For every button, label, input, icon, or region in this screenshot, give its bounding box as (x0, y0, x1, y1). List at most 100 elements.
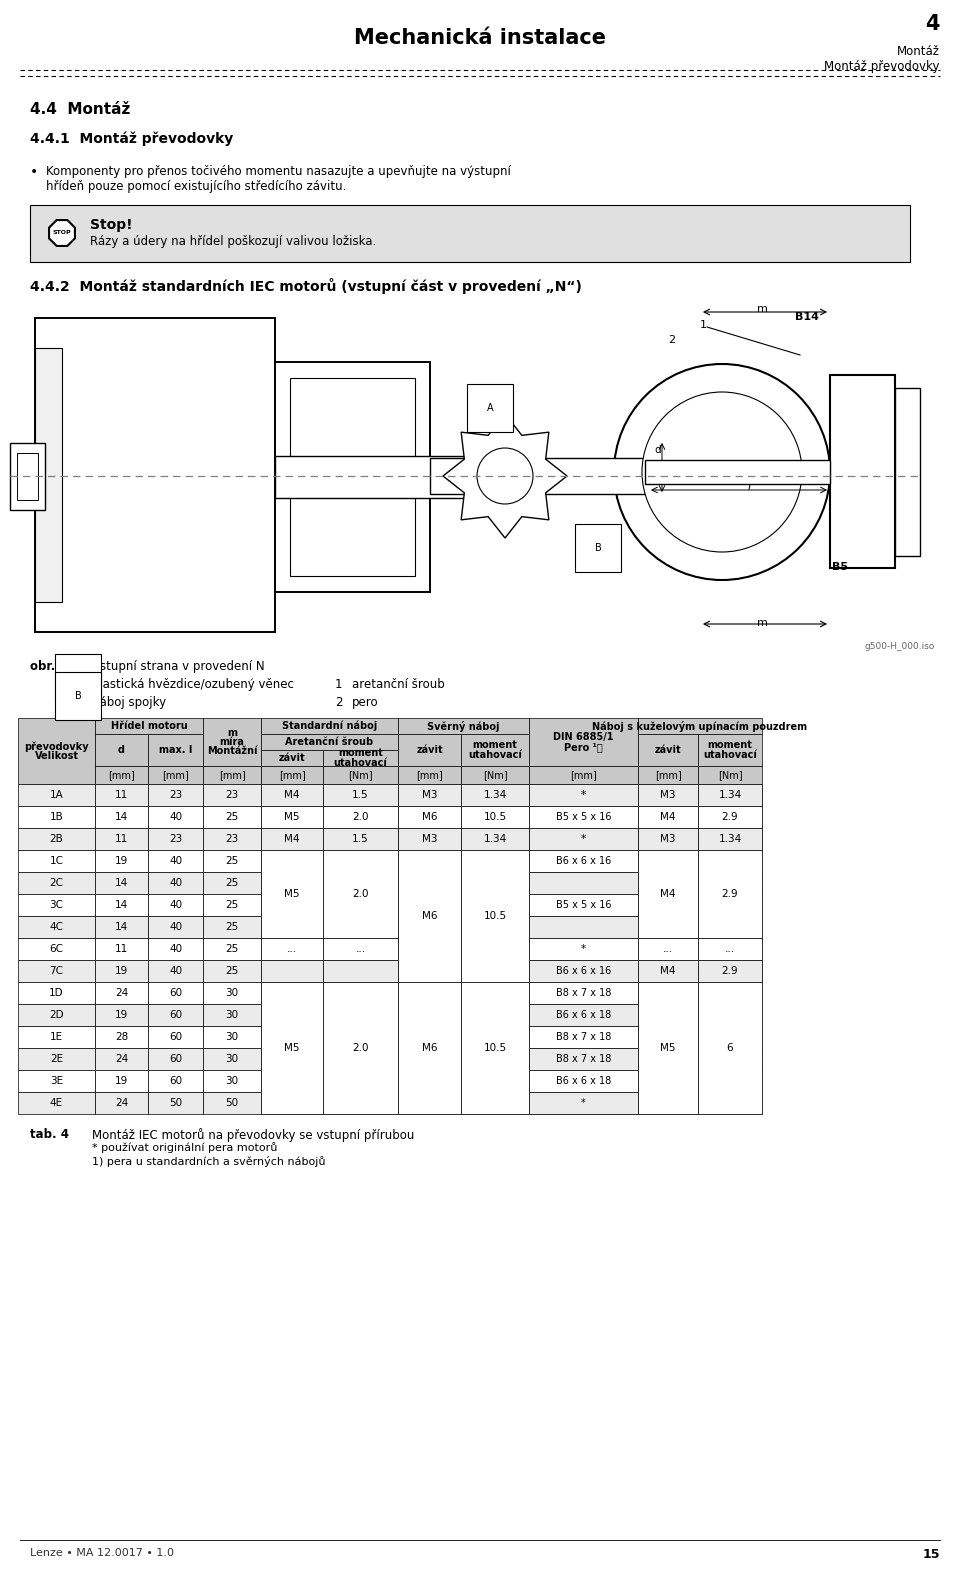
Text: 11: 11 (115, 944, 128, 955)
Text: tab. 4: tab. 4 (30, 1127, 69, 1141)
Bar (638, 893, 698, 915)
Bar (148, 1003, 203, 1027)
Text: 1.34: 1.34 (484, 790, 507, 801)
Text: M3: M3 (421, 790, 437, 801)
Text: Montáž IEC motorů na převodovky se vstupní přírubou: Montáž IEC motorů na převodovky se vstup… (92, 1127, 415, 1141)
Bar (18, 1027, 95, 1049)
Circle shape (642, 392, 802, 553)
Text: 19: 19 (115, 856, 128, 867)
Text: B5: B5 (832, 562, 848, 571)
Text: 40: 40 (169, 878, 182, 889)
Bar (323, 849, 398, 937)
Bar (203, 849, 261, 871)
Bar (461, 1049, 529, 1071)
Text: *: * (581, 944, 586, 955)
Text: ...: ... (663, 944, 673, 955)
Bar (398, 735, 461, 766)
Bar (529, 981, 638, 1003)
Bar (18, 849, 95, 871)
Bar (95, 893, 148, 915)
Bar (203, 766, 261, 783)
Bar (638, 827, 698, 849)
Text: 40: 40 (169, 812, 182, 823)
Text: M4: M4 (284, 834, 300, 845)
Text: 1.34: 1.34 (718, 790, 742, 801)
Bar (148, 1093, 203, 1115)
Bar (638, 1003, 698, 1027)
Bar (18, 959, 95, 981)
Bar (398, 1093, 461, 1115)
Bar (95, 1003, 148, 1027)
Bar (261, 1093, 323, 1115)
Text: M3: M3 (421, 834, 437, 845)
Bar (148, 893, 203, 915)
Text: 14: 14 (115, 922, 128, 933)
Bar (638, 783, 698, 805)
Text: *: * (581, 1097, 586, 1108)
Bar (638, 827, 698, 849)
Bar (261, 849, 323, 937)
Bar (698, 1071, 762, 1093)
Bar (95, 915, 148, 937)
Bar (18, 1003, 95, 1027)
Text: 19: 19 (115, 1075, 128, 1086)
Bar (698, 937, 762, 959)
Text: 25: 25 (226, 856, 239, 867)
Text: [mm]: [mm] (162, 769, 189, 780)
Bar (323, 1049, 398, 1071)
Text: utahovací: utahovací (333, 758, 388, 768)
Bar (95, 766, 148, 783)
Bar (529, 827, 638, 849)
Bar (203, 1003, 261, 1027)
Bar (17, 454, 38, 499)
Text: 2.0: 2.0 (352, 1042, 369, 1053)
Text: 15: 15 (923, 1548, 940, 1561)
Polygon shape (49, 220, 75, 246)
Bar (698, 783, 762, 805)
Text: 10.5: 10.5 (484, 1042, 507, 1053)
Bar (638, 915, 698, 937)
Text: m: m (756, 619, 767, 628)
Text: M5: M5 (284, 1042, 300, 1053)
Bar (18, 893, 95, 915)
Bar (638, 805, 698, 827)
Bar (15, 295, 945, 650)
Bar (461, 805, 529, 827)
Bar (638, 1071, 698, 1093)
Text: 40: 40 (169, 944, 182, 955)
Bar (203, 717, 261, 766)
Bar (461, 915, 529, 937)
Bar (461, 849, 529, 981)
Text: 25: 25 (226, 812, 239, 823)
Bar (18, 1049, 95, 1071)
Bar (461, 1027, 529, 1049)
Bar (148, 766, 203, 783)
Bar (203, 1071, 261, 1093)
Bar (398, 849, 461, 871)
Bar (203, 783, 261, 805)
Text: 19: 19 (115, 966, 128, 977)
Text: 24: 24 (115, 988, 128, 999)
Text: 2: 2 (668, 334, 675, 345)
Text: 11: 11 (115, 834, 128, 845)
Bar (398, 805, 461, 827)
Text: Aretanční šroub: Aretanční šroub (285, 736, 373, 747)
Bar (529, 937, 638, 959)
Text: moment: moment (708, 741, 753, 750)
Text: 2.0: 2.0 (352, 889, 369, 900)
Bar (261, 959, 323, 981)
Bar (35, 319, 275, 633)
Bar (148, 915, 203, 937)
Text: 1B: 1B (50, 812, 63, 823)
Bar (698, 959, 762, 981)
Text: 1.34: 1.34 (718, 834, 742, 845)
Text: B8 x 7 x 18: B8 x 7 x 18 (556, 988, 612, 999)
Text: 2.9: 2.9 (722, 889, 738, 900)
Text: 2C: 2C (50, 878, 63, 889)
Bar (323, 959, 398, 981)
Bar (323, 805, 398, 827)
Text: 19: 19 (115, 1010, 128, 1020)
Text: Vstupní strana v provedení N: Vstupní strana v provedení N (92, 659, 265, 674)
Bar (323, 915, 398, 937)
Text: 30: 30 (226, 1031, 239, 1042)
